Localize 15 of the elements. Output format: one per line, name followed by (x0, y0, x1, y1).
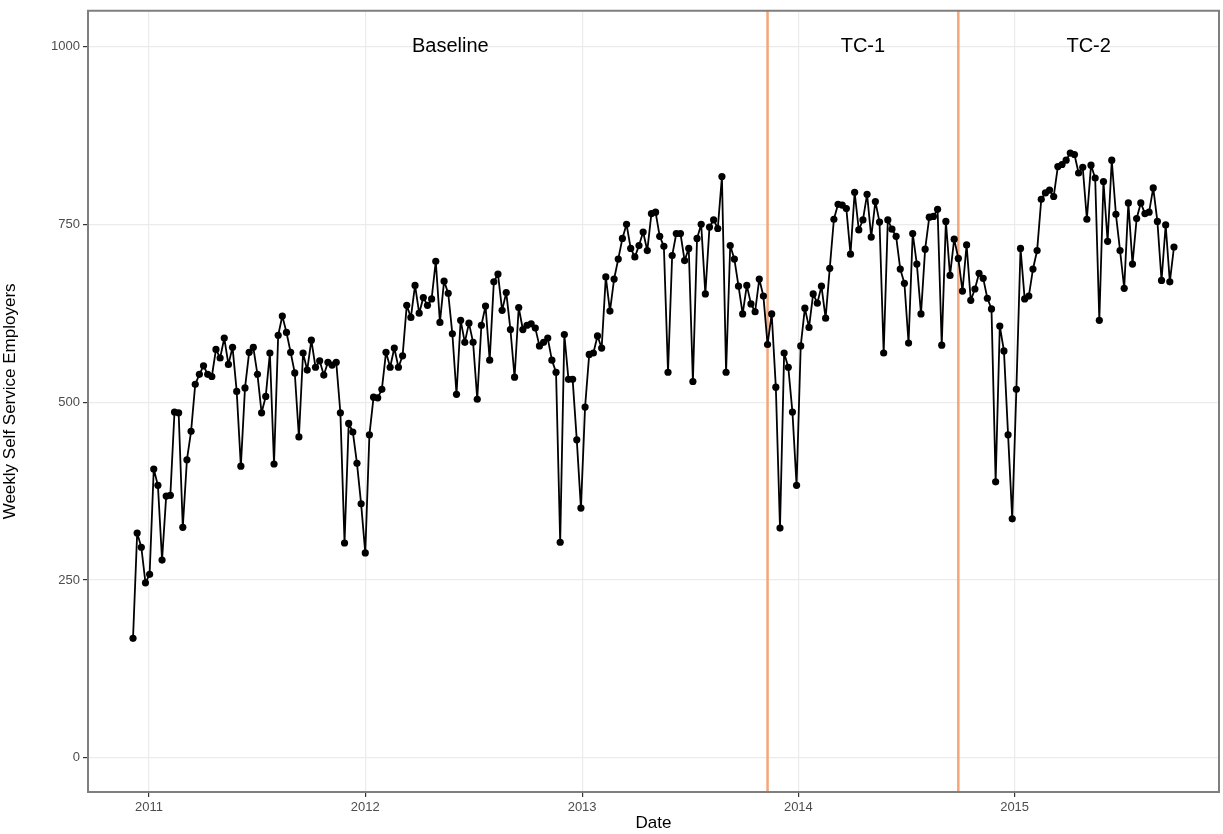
y-tick-label: 500 (58, 393, 80, 409)
y-tick-label: 0 (72, 749, 80, 765)
x-tick-label: 2012 (350, 799, 380, 815)
x-tick-label: 2013 (567, 799, 597, 815)
x-tick-label: 2014 (783, 799, 813, 815)
x-tick-label: 2011 (135, 799, 164, 815)
y-tick-label: 250 (58, 571, 80, 587)
annotation: TC-2 (1066, 34, 1111, 57)
annotation: TC-1 (840, 34, 886, 57)
y-tick-label: 750 (58, 215, 80, 231)
x-tick-label: 2015 (1000, 799, 1030, 815)
x-axis-title: Date (635, 813, 672, 833)
y-axis-title: Weekly Self Service Employers (0, 283, 19, 520)
annotation: Baseline (411, 34, 489, 57)
y-tick-label: 1000 (51, 37, 80, 53)
